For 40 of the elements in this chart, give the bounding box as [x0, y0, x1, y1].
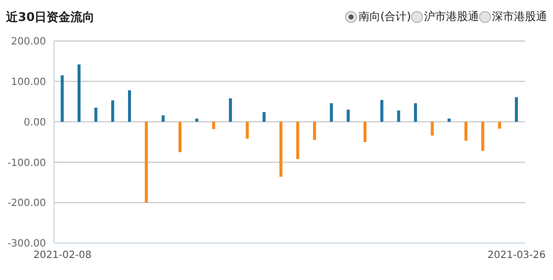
bar — [128, 90, 132, 122]
x-tick-label: 2021-02-08 — [33, 250, 92, 262]
bar — [246, 122, 249, 139]
bar — [481, 122, 484, 151]
bar — [330, 103, 333, 122]
bar — [364, 122, 367, 142]
y-tick-label: -300.00 — [7, 238, 46, 250]
bar — [448, 118, 451, 122]
x-tick-label: 2021-03-26 — [488, 250, 546, 262]
y-tick-label: -200.00 — [7, 198, 46, 210]
chart-title: 近30日资金流向 — [6, 9, 95, 26]
bar — [144, 122, 148, 203]
bar — [78, 64, 81, 122]
text: 沪市港股通 — [424, 9, 479, 24]
bar — [380, 100, 384, 122]
bar — [514, 97, 518, 122]
bar — [346, 110, 350, 122]
bar — [296, 122, 300, 159]
bar — [279, 122, 282, 177]
bar — [464, 122, 468, 141]
bar — [262, 112, 266, 122]
bar — [414, 103, 417, 122]
text: 深市港股通 — [492, 9, 547, 24]
bar — [94, 108, 98, 122]
y-tick-label: -100.00 — [7, 158, 46, 169]
y-tick-label: 0.00 — [24, 117, 46, 128]
y-tick-label: 200.00 — [11, 36, 46, 48]
bar — [313, 122, 316, 140]
bar — [228, 98, 232, 122]
bar — [430, 122, 434, 136]
bar — [111, 100, 114, 122]
bar — [162, 115, 165, 122]
y-tick-label: 100.00 — [11, 76, 46, 88]
bar — [60, 75, 64, 122]
text: 南向(合计) — [358, 9, 411, 24]
bar — [195, 118, 198, 122]
bar — [178, 122, 182, 152]
bar — [397, 110, 400, 122]
bar — [498, 122, 502, 129]
bar — [212, 122, 216, 130]
